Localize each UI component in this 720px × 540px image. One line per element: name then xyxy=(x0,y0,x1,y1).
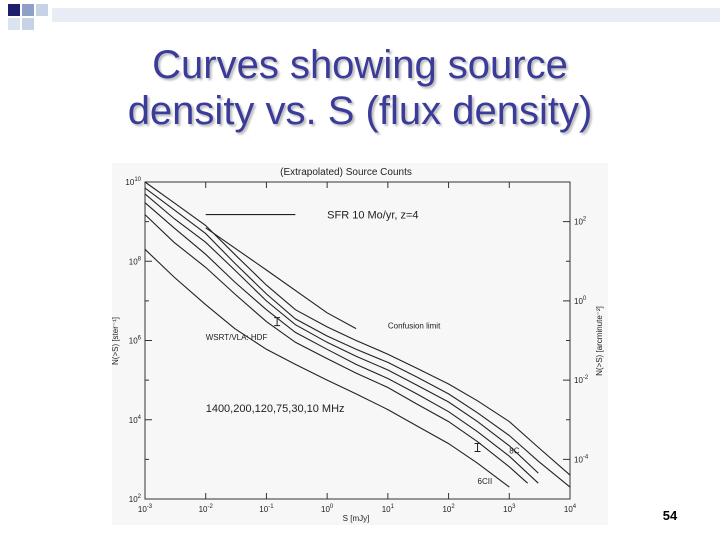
series-line-4 xyxy=(144,202,539,484)
data-marker-1 xyxy=(274,317,281,327)
y-tick-label: 104 xyxy=(129,415,142,425)
x-tick-label: 100 xyxy=(321,504,334,514)
x-tick-label: 103 xyxy=(503,504,516,514)
deco-square-light-3 xyxy=(8,18,20,30)
data-marker-2 xyxy=(474,442,481,452)
series-line-3 xyxy=(144,193,539,474)
y-axis-label: N(>S) [ster⁻¹] xyxy=(112,317,120,365)
slide-title-line-2: density vs. S (flux density) xyxy=(127,89,593,133)
slide-title: Curves showing source density vs. S (flu… xyxy=(40,42,680,134)
x-axis-label: S [mJy] xyxy=(343,514,370,523)
y-right-tick-label: 10-4 xyxy=(574,454,589,464)
deco-square-light-1 xyxy=(36,4,48,16)
annotation-6: 6CII xyxy=(478,477,493,486)
x-tick-label: 10-3 xyxy=(138,504,153,514)
y-right-tick-label: 10-2 xyxy=(574,375,589,385)
figure-background xyxy=(112,163,608,525)
corner-decoration xyxy=(8,4,720,30)
y-right-axis-label: N(>S) [arcminute⁻²] xyxy=(595,306,604,376)
series-line-5 xyxy=(144,214,528,484)
labels-layer: (Extrapolated) Source Counts S [mJy] N(>… xyxy=(112,167,604,523)
annotation-1: SFR 10 Mo/yr, z=4 xyxy=(327,210,418,222)
y-right-tick-label: 100 xyxy=(574,296,587,306)
x-tick-label: 101 xyxy=(382,504,395,514)
x-tick-label: 102 xyxy=(442,504,455,514)
y-tick-label: 102 xyxy=(129,494,142,504)
axes-layer xyxy=(144,181,571,500)
curves-layer xyxy=(144,181,571,488)
series-line-1 xyxy=(144,181,571,476)
x-tick-label: 10-1 xyxy=(259,504,274,514)
x-tick-label: 104 xyxy=(564,504,577,514)
series-line-8 xyxy=(205,227,357,330)
y-tick-label: 108 xyxy=(129,256,142,266)
deco-square-mid xyxy=(22,4,34,16)
annotation-4: 1400,200,120,75,30,10 MHz xyxy=(206,403,345,415)
y-tick-label: 106 xyxy=(129,336,142,346)
deco-square-dark xyxy=(8,4,20,16)
y-tick-label: 1010 xyxy=(125,177,141,187)
x-tick-label: 10-2 xyxy=(199,504,214,514)
series-line-2 xyxy=(144,187,571,488)
y-right-tick-label: 102 xyxy=(574,217,587,227)
chart-title: (Extrapolated) Source Counts xyxy=(280,167,412,178)
series-line-6 xyxy=(144,248,510,488)
page-number: 54 xyxy=(662,508,678,523)
annotation-3: WSRT/VLA: HDF xyxy=(206,333,268,342)
slide-title-line-1: Curves showing source xyxy=(152,43,568,87)
deco-top-band xyxy=(52,8,720,22)
deco-square-light-2 xyxy=(22,18,34,30)
annotation-5: 8C xyxy=(509,446,519,455)
source-counts-chart: (Extrapolated) Source Counts S [mJy] N(>… xyxy=(112,167,604,523)
annotation-2: Confusion limit xyxy=(388,322,441,331)
